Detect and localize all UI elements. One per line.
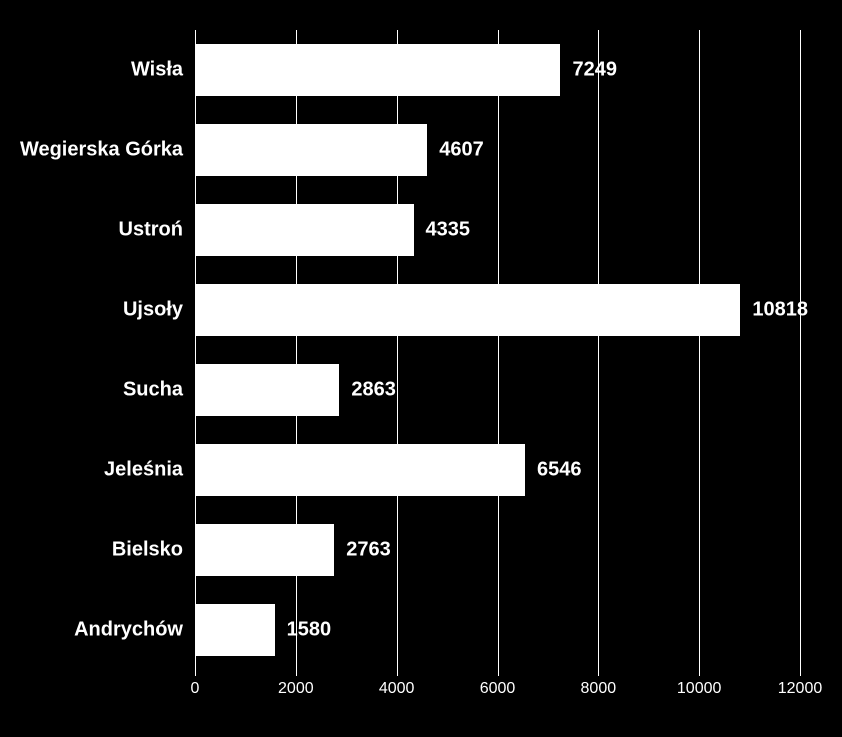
bar-value-label: 7249 <box>572 59 617 82</box>
plot-area <box>195 30 800 670</box>
chart-container: 0 2000 4000 6000 8000 10000 12000 7249 Wisła 4607… <box>0 0 842 737</box>
y-category-label: Jeleśnia <box>104 459 183 482</box>
bar <box>195 364 339 416</box>
bar <box>195 204 414 256</box>
gridline <box>598 30 599 670</box>
x-tick-mark <box>598 670 599 676</box>
y-category-label: Bielsko <box>112 539 183 562</box>
y-category-label: Andrychów <box>74 619 183 642</box>
bar <box>195 524 334 576</box>
bar <box>195 444 525 496</box>
bar <box>195 124 427 176</box>
y-category-label: Sucha <box>123 379 183 402</box>
x-tick-label: 8000 <box>581 680 617 698</box>
bar <box>195 604 275 656</box>
bar-value-label: 4607 <box>439 139 484 162</box>
x-tick-mark <box>699 670 700 676</box>
x-tick-mark <box>800 670 801 676</box>
x-tick-mark <box>296 670 297 676</box>
bar-value-label: 6546 <box>537 459 582 482</box>
y-category-label: Ustroń <box>119 219 183 242</box>
y-category-label: Wisła <box>131 59 183 82</box>
bar-value-label: 10818 <box>752 299 808 322</box>
x-tick-label: 2000 <box>278 680 314 698</box>
bar-value-label: 2863 <box>351 379 396 402</box>
bar-value-label: 2763 <box>346 539 391 562</box>
x-tick-label: 4000 <box>379 680 415 698</box>
x-tick-mark <box>397 670 398 676</box>
bar-value-label: 4335 <box>426 219 471 242</box>
y-category-label: Wegierska Górka <box>20 139 183 162</box>
x-tick-label: 6000 <box>480 680 516 698</box>
bar <box>195 284 740 336</box>
x-tick-label: 10000 <box>677 680 722 698</box>
bar-value-label: 1580 <box>287 619 332 642</box>
bar <box>195 44 560 96</box>
x-tick-mark <box>498 670 499 676</box>
gridline <box>699 30 700 670</box>
x-tick-label: 0 <box>191 680 200 698</box>
y-category-label: Ujsoły <box>123 299 183 322</box>
gridline <box>800 30 801 670</box>
x-tick-mark <box>195 670 196 676</box>
gridline <box>498 30 499 670</box>
x-tick-label: 12000 <box>778 680 823 698</box>
